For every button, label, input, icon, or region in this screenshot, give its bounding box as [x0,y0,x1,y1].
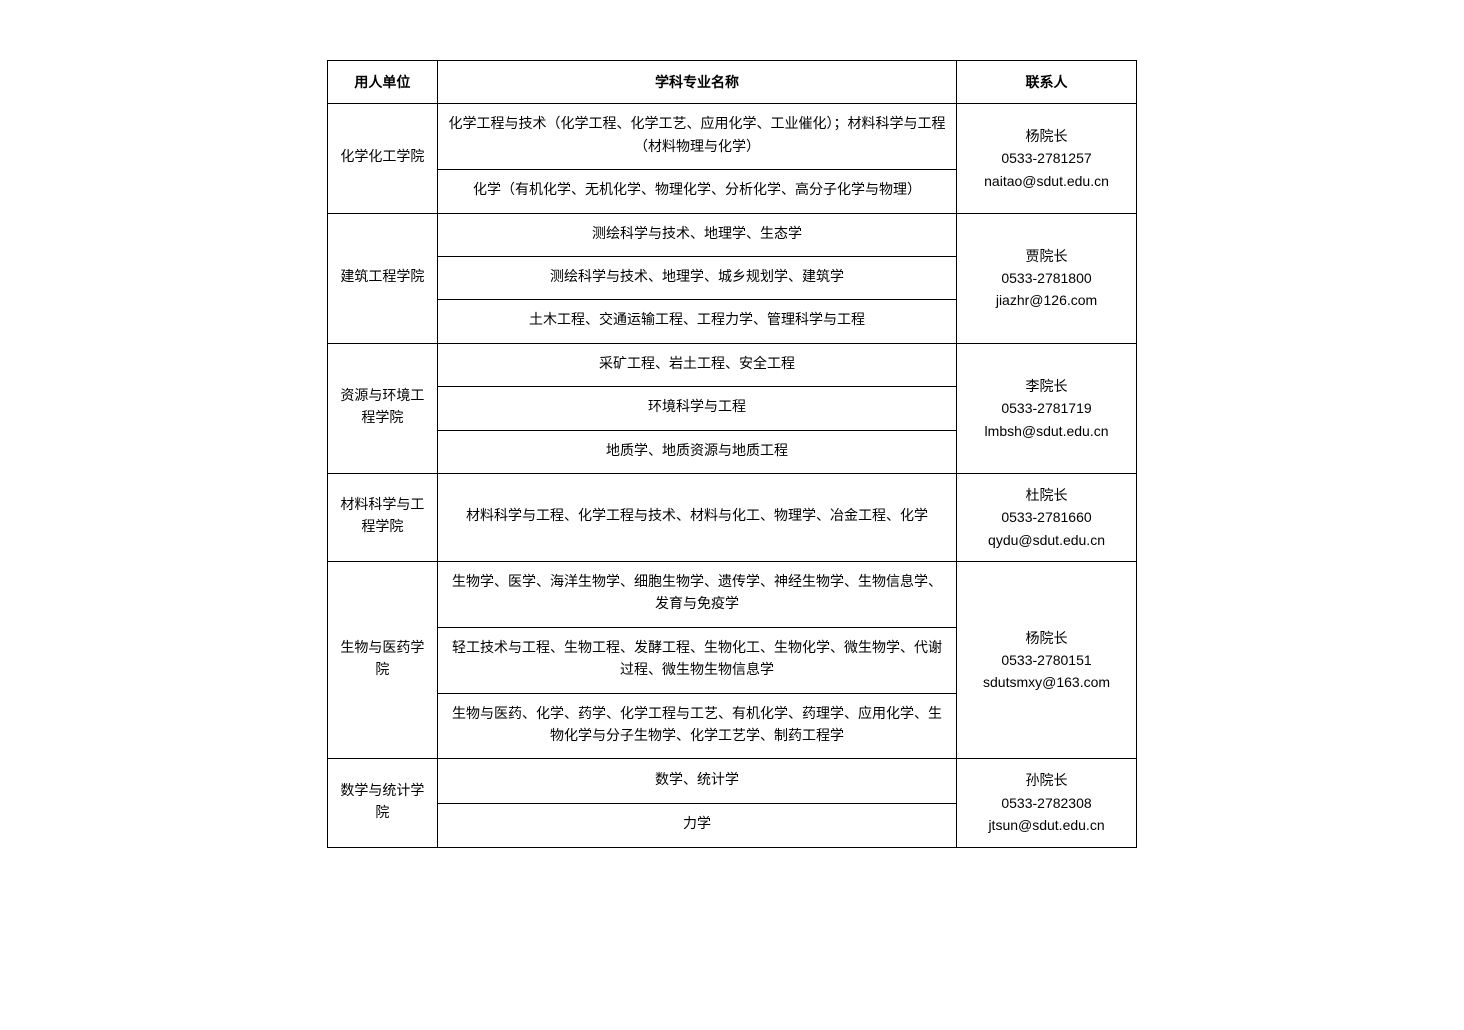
cell-contact: 贾院长0533-2781800jiazhr@126.com [957,213,1137,343]
cell-dept: 化学化工学院 [328,104,438,213]
cell-major: 测绘科学与技术、地理学、生态学 [437,213,956,256]
cell-major: 生物与医药、化学、药学、化学工程与工艺、有机化学、药理学、应用化学、生物化学与分… [437,693,956,759]
cell-major: 环境科学与工程 [437,387,956,430]
contact-email: naitao@sdut.edu.cn [965,170,1128,192]
contact-email: sdutsmxy@163.com [965,671,1128,693]
cell-major: 土木工程、交通运输工程、工程力学、管理科学与工程 [437,300,956,343]
table-body: 化学化工学院化学工程与技术（化学工程、化学工艺、应用化学、工业催化）；材料科学与… [328,104,1137,847]
cell-contact: 杨院长0533-2780151sdutsmxy@163.com [957,562,1137,759]
contact-name: 李院长 [965,375,1128,397]
contact-email: jiazhr@126.com [965,289,1128,311]
contact-email: qydu@sdut.edu.cn [965,529,1128,551]
cell-major: 力学 [437,803,956,847]
header-contact: 联系人 [957,61,1137,104]
cell-major: 化学工程与技术（化学工程、化学工艺、应用化学、工业催化）；材料科学与工程（材料物… [437,104,956,170]
contact-name: 孙院长 [965,769,1128,791]
contact-phone: 0533-2781257 [965,147,1128,169]
table-row: 数学与统计学院数学、统计学孙院长0533-2782308jtsun@sdut.e… [328,759,1137,803]
contact-phone: 0533-2780151 [965,649,1128,671]
contact-name: 贾院长 [965,245,1128,267]
contact-phone: 0533-2781800 [965,267,1128,289]
cell-major: 生物学、医学、海洋生物学、细胞生物学、遗传学、神经生物学、生物信息学、发育与免疫… [437,562,956,628]
contact-name: 杨院长 [965,627,1128,649]
contact-phone: 0533-2781660 [965,506,1128,528]
header-major: 学科专业名称 [437,61,956,104]
table-container: 用人单位 学科专业名称 联系人 化学化工学院化学工程与技术（化学工程、化学工艺、… [327,60,1137,848]
contact-phone: 0533-2782308 [965,792,1128,814]
cell-contact: 孙院长0533-2782308jtsun@sdut.edu.cn [957,759,1137,847]
contact-email: lmbsh@sdut.edu.cn [965,420,1128,442]
cell-major: 化学（有机化学、无机化学、物理化学、分析化学、高分子化学与物理） [437,170,956,213]
table-row: 生物与医药学院生物学、医学、海洋生物学、细胞生物学、遗传学、神经生物学、生物信息… [328,562,1137,628]
cell-dept: 建筑工程学院 [328,213,438,343]
table-row: 建筑工程学院测绘科学与技术、地理学、生态学贾院长0533-2781800jiaz… [328,213,1137,256]
contact-phone: 0533-2781719 [965,397,1128,419]
cell-major: 数学、统计学 [437,759,956,803]
cell-major: 材料科学与工程、化学工程与技术、材料与化工、物理学、冶金工程、化学 [437,473,956,561]
table-header-row: 用人单位 学科专业名称 联系人 [328,61,1137,104]
recruitment-table: 用人单位 学科专业名称 联系人 化学化工学院化学工程与技术（化学工程、化学工艺、… [327,60,1137,848]
cell-contact: 杜院长0533-2781660qydu@sdut.edu.cn [957,473,1137,561]
cell-major: 测绘科学与技术、地理学、城乡规划学、建筑学 [437,256,956,299]
cell-dept: 生物与医药学院 [328,562,438,759]
cell-dept: 资源与环境工程学院 [328,343,438,473]
table-row: 材料科学与工程学院材料科学与工程、化学工程与技术、材料与化工、物理学、冶金工程、… [328,473,1137,561]
table-row: 资源与环境工程学院采矿工程、岩土工程、安全工程李院长0533-2781719lm… [328,343,1137,386]
cell-major: 轻工技术与工程、生物工程、发酵工程、生物化工、生物化学、微生物学、代谢过程、微生… [437,627,956,693]
header-dept: 用人单位 [328,61,438,104]
cell-dept: 数学与统计学院 [328,759,438,847]
cell-major: 地质学、地质资源与地质工程 [437,430,956,473]
cell-contact: 李院长0533-2781719lmbsh@sdut.edu.cn [957,343,1137,473]
cell-major: 采矿工程、岩土工程、安全工程 [437,343,956,386]
contact-name: 杨院长 [965,125,1128,147]
cell-contact: 杨院长0533-2781257naitao@sdut.edu.cn [957,104,1137,213]
contact-email: jtsun@sdut.edu.cn [965,814,1128,836]
table-row: 化学化工学院化学工程与技术（化学工程、化学工艺、应用化学、工业催化）；材料科学与… [328,104,1137,170]
cell-dept: 材料科学与工程学院 [328,473,438,561]
contact-name: 杜院长 [965,484,1128,506]
